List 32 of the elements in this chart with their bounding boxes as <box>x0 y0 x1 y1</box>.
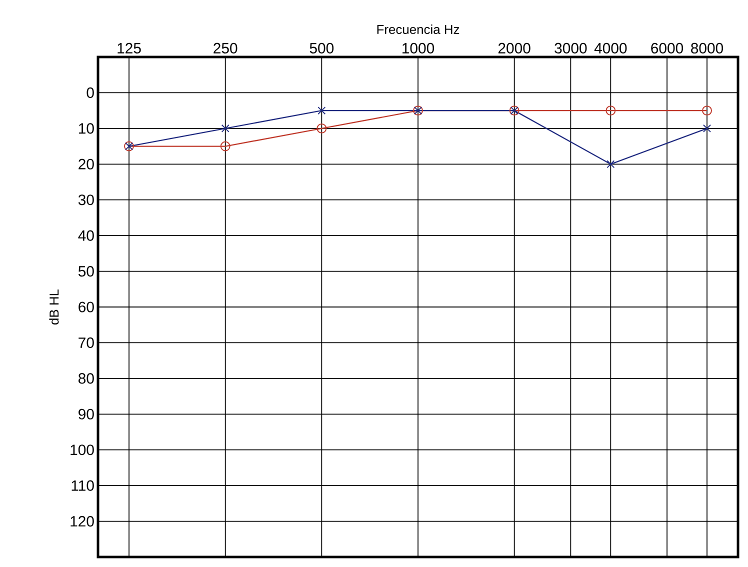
point <box>702 124 712 132</box>
y-tick-label: 90 <box>78 408 94 420</box>
x-tick-label: 250 <box>214 42 238 54</box>
y-tick-label: 30 <box>78 194 94 206</box>
y-tick-label: 100 <box>70 444 94 456</box>
x-tick-label: 125 <box>118 42 141 54</box>
x-axis-title: Frecuencia Hz <box>377 24 460 34</box>
point <box>220 141 230 152</box>
point <box>702 106 712 116</box>
y-tick-label: 50 <box>78 266 94 277</box>
y-tick-label: 70 <box>78 337 94 348</box>
y-tick-label: 120 <box>70 516 94 527</box>
point <box>318 106 326 115</box>
point <box>316 123 327 134</box>
y-tick-label: 40 <box>78 230 94 241</box>
y-tick-label: 110 <box>72 480 94 491</box>
x-tick-label: 4000 <box>594 42 627 54</box>
y-tick-label: 80 <box>78 373 94 384</box>
x-tick-label: 1000 <box>402 42 434 54</box>
y-tick-label: 20 <box>78 158 94 170</box>
x-tick-label: 3000 <box>554 42 587 54</box>
y-tick-label: 60 <box>78 302 94 312</box>
y-tick-label: 0 <box>86 87 94 98</box>
point <box>606 160 615 168</box>
point <box>221 124 230 132</box>
x-tick-label: 8000 <box>691 42 724 54</box>
point <box>606 106 616 116</box>
x-tick-label: 6000 <box>651 42 684 54</box>
y-tick-label: 10 <box>79 123 94 134</box>
x-tick-label: 500 <box>310 42 334 54</box>
y-axis-title: dB HL <box>49 289 59 324</box>
x-tick-label: 2000 <box>498 42 530 54</box>
